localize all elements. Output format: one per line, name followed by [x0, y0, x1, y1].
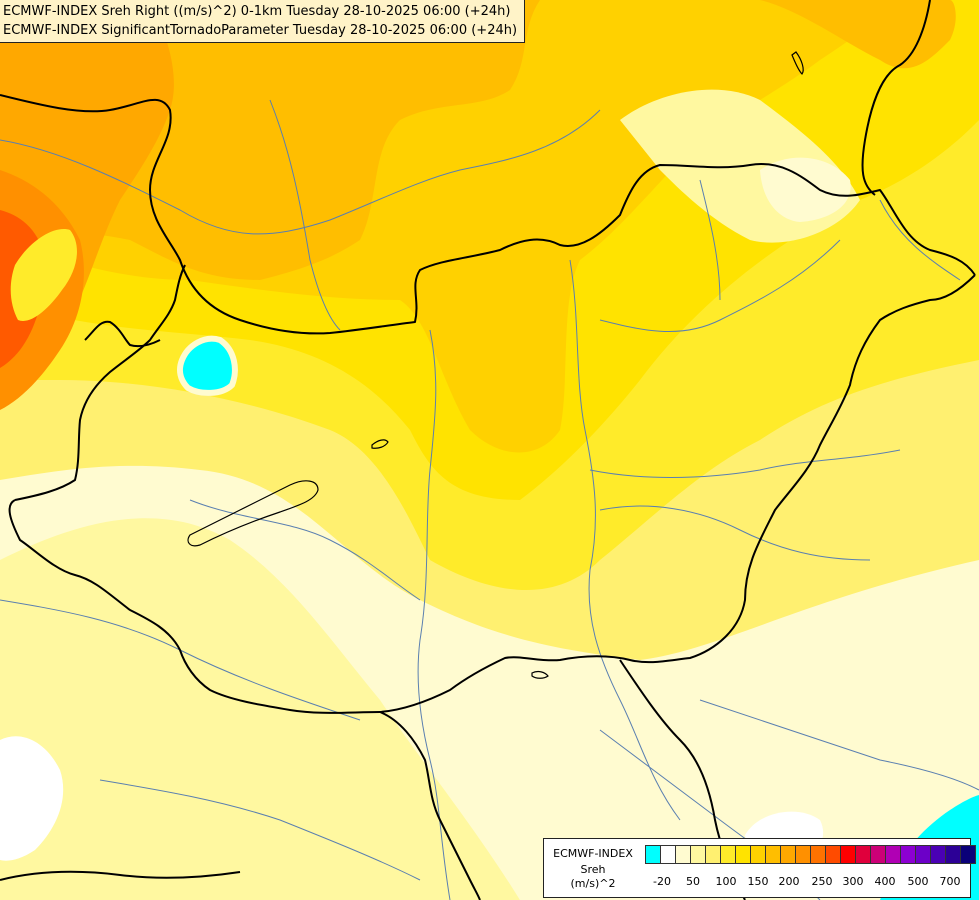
- color-legend: ECMWF-INDEX Sreh (m/s)^2 -20 50 100 150 200 2…: [543, 838, 976, 898]
- white-west-patch: [0, 736, 64, 861]
- legend-unit: (m/s)^2: [570, 877, 616, 890]
- cyan-lake-patch: [177, 335, 238, 396]
- pale-southwest-field: [0, 518, 520, 900]
- legend-swatch: [720, 845, 736, 864]
- legend-tick-label: 500: [907, 875, 929, 888]
- title-line-1: ECMWF-INDEX Sreh Right ((m/s)^2) 0-1km T…: [3, 4, 511, 19]
- yellow-core: [10, 229, 77, 321]
- legend-swatch: [900, 845, 916, 864]
- title-line-2: ECMWF-INDEX SignificantTornadoParameter …: [3, 23, 518, 38]
- legend-swatch: [750, 845, 766, 864]
- legend-swatch: [930, 845, 946, 864]
- legend-tick-label: 200: [778, 875, 800, 888]
- legend-swatch: [960, 845, 976, 864]
- legend-tick-label: 250: [811, 875, 833, 888]
- legend-swatches: [645, 845, 976, 864]
- legend-tick-label: 400: [874, 875, 896, 888]
- legend-swatch: [705, 845, 721, 864]
- very-pale-east-patch: [760, 157, 851, 222]
- legend-swatch: [795, 845, 811, 864]
- legend-tick-label: 100: [715, 875, 737, 888]
- legend-swatch: [870, 845, 886, 864]
- map-title-box: ECMWF-INDEX Sreh Right ((m/s)^2) 0-1km T…: [0, 0, 525, 43]
- legend-swatch: [915, 845, 931, 864]
- orange-north-patch: [760, 0, 956, 69]
- legend-tick-label: -20: [653, 875, 671, 888]
- legend-tick-label: 700: [939, 875, 961, 888]
- legend-swatch: [885, 845, 901, 864]
- legend-swatch: [765, 845, 781, 864]
- legend-tick-label: 300: [842, 875, 864, 888]
- lake-outlines: [187, 51, 804, 679]
- legend-title: ECMWF-INDEX: [553, 847, 633, 860]
- legend-swatch: [810, 845, 826, 864]
- legend-tick-label: 150: [747, 875, 769, 888]
- legend-swatch: [660, 845, 676, 864]
- legend-variable: Sreh: [580, 863, 606, 876]
- legend-swatch: [735, 845, 751, 864]
- legend-swatch: [690, 845, 706, 864]
- legend-swatch: [825, 845, 841, 864]
- legend-swatch: [855, 845, 871, 864]
- legend-swatch: [645, 845, 661, 864]
- legend-tick-label: 50: [686, 875, 700, 888]
- legend-swatch: [675, 845, 691, 864]
- legend-swatch: [840, 845, 856, 864]
- legend-swatch: [945, 845, 961, 864]
- legend-swatch: [780, 845, 796, 864]
